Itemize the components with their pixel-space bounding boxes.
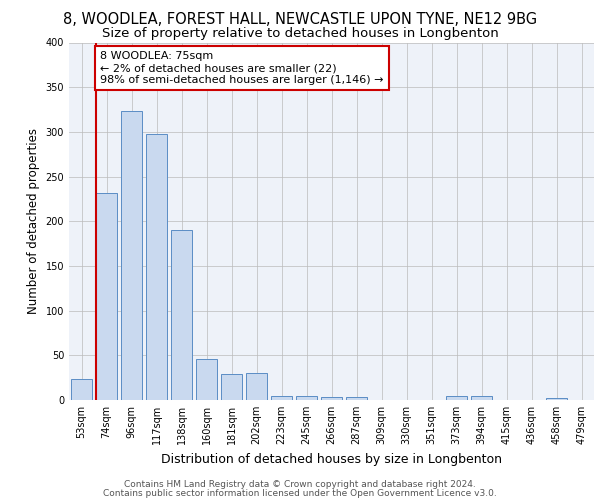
Bar — [221, 374, 242, 400]
Bar — [271, 396, 292, 400]
Bar — [71, 378, 92, 400]
Bar — [96, 192, 117, 400]
Bar — [321, 398, 342, 400]
Bar — [171, 230, 192, 400]
Text: 8 WOODLEA: 75sqm
← 2% of detached houses are smaller (22)
98% of semi-detached h: 8 WOODLEA: 75sqm ← 2% of detached houses… — [100, 52, 384, 84]
X-axis label: Distribution of detached houses by size in Longbenton: Distribution of detached houses by size … — [161, 452, 502, 466]
Bar — [296, 396, 317, 400]
Bar — [546, 398, 567, 400]
Bar — [446, 396, 467, 400]
Bar — [196, 359, 217, 400]
Bar — [146, 134, 167, 400]
Bar — [121, 112, 142, 400]
Bar — [471, 396, 492, 400]
Text: Size of property relative to detached houses in Longbenton: Size of property relative to detached ho… — [101, 28, 499, 40]
Text: 8, WOODLEA, FOREST HALL, NEWCASTLE UPON TYNE, NE12 9BG: 8, WOODLEA, FOREST HALL, NEWCASTLE UPON … — [63, 12, 537, 28]
Text: Contains public sector information licensed under the Open Government Licence v3: Contains public sector information licen… — [103, 488, 497, 498]
Bar — [346, 398, 367, 400]
Y-axis label: Number of detached properties: Number of detached properties — [27, 128, 40, 314]
Text: Contains HM Land Registry data © Crown copyright and database right 2024.: Contains HM Land Registry data © Crown c… — [124, 480, 476, 489]
Bar — [246, 373, 267, 400]
